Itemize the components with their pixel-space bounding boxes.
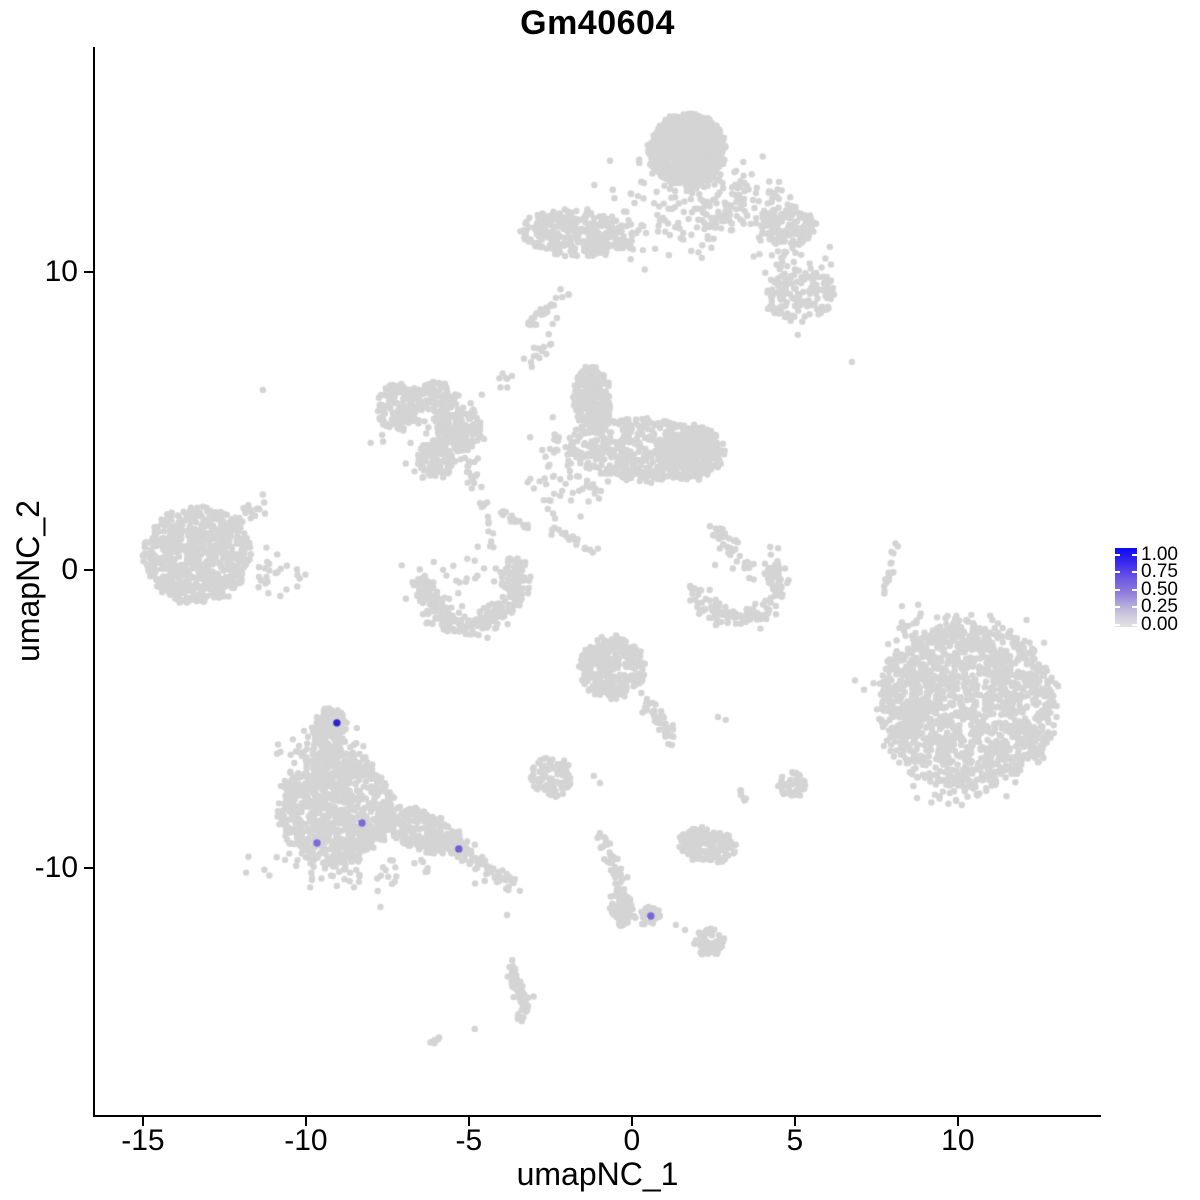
x-tick-label: 5 [786, 1124, 804, 1157]
y-axis-line [92, 47, 96, 1117]
legend-tick-notch [1115, 554, 1120, 557]
legend-tick-notch [1132, 571, 1137, 574]
x-tick-mark [956, 1117, 960, 1127]
legend-tick-notch [1132, 623, 1137, 626]
legend-tick-label: 0.50 [1141, 578, 1178, 600]
x-tick-mark [467, 1117, 471, 1127]
y-axis-label: umapNC_2 [10, 500, 46, 662]
x-axis-line [92, 1114, 1101, 1118]
x-tick-mark [304, 1117, 308, 1127]
legend-tick-label: 0.00 [1141, 613, 1178, 635]
y-tick-mark [83, 866, 93, 870]
x-tick-mark [630, 1117, 634, 1127]
legend-tick-notch [1132, 606, 1137, 609]
y-tick-label: 0 [61, 552, 78, 586]
legend-colorbar [1115, 548, 1137, 627]
legend-tick-label: 0.25 [1141, 596, 1178, 618]
legend-tick-notch [1115, 623, 1120, 626]
x-tick-mark [793, 1117, 797, 1127]
y-tick-mark [83, 568, 93, 572]
x-tick-mark [141, 1117, 145, 1127]
x-tick-label: 10 [941, 1124, 975, 1157]
legend-tick-notch [1132, 588, 1137, 591]
y-tick-label: 10 [44, 254, 78, 288]
x-tick-label: 0 [623, 1124, 641, 1157]
x-axis-label: umapNC_1 [516, 1156, 679, 1192]
x-tick-label: -15 [121, 1124, 165, 1157]
legend-tick-notch [1115, 588, 1120, 591]
y-tick-label: -10 [34, 850, 78, 884]
legend-tick-label: 1.00 [1141, 544, 1178, 566]
legend-tick-notch [1115, 606, 1120, 609]
legend-tick-notch [1132, 554, 1137, 557]
x-tick-label: -5 [455, 1124, 483, 1157]
x-tick-label: -10 [284, 1124, 328, 1157]
legend-tick-label: 0.75 [1141, 561, 1178, 583]
legend-colorbar-group: 1.00 0.75 0.50 0.25 0.00 [1108, 540, 1200, 640]
y-tick-mark [83, 270, 93, 274]
legend-tick-notch [1115, 571, 1120, 574]
